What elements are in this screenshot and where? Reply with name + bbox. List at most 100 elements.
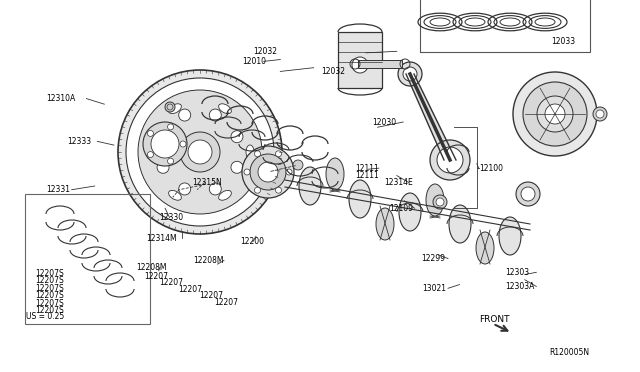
Text: 12207S: 12207S (35, 299, 64, 308)
Circle shape (398, 62, 422, 86)
Bar (25, 194, 150, 324)
Text: 12207: 12207 (159, 278, 183, 287)
Text: 12207: 12207 (178, 285, 202, 294)
Text: 12207S: 12207S (35, 306, 64, 315)
Circle shape (523, 82, 587, 146)
Circle shape (180, 132, 220, 172)
Circle shape (255, 151, 260, 157)
Circle shape (242, 146, 294, 198)
Text: 12207: 12207 (145, 272, 169, 280)
Ellipse shape (168, 190, 181, 200)
Text: 12315N: 12315N (192, 178, 221, 187)
Text: FRONT: FRONT (479, 315, 509, 324)
Text: US = 0.25: US = 0.25 (26, 312, 64, 321)
Circle shape (147, 131, 154, 137)
Text: 12111: 12111 (355, 164, 379, 173)
Circle shape (293, 160, 303, 170)
Circle shape (143, 122, 187, 166)
Circle shape (126, 78, 274, 226)
Circle shape (168, 124, 173, 130)
Circle shape (593, 107, 607, 121)
Text: 12111: 12111 (355, 171, 379, 180)
Ellipse shape (476, 232, 494, 264)
Text: 12032: 12032 (253, 47, 277, 56)
Circle shape (179, 109, 191, 121)
Circle shape (521, 187, 535, 201)
Text: 12314E: 12314E (384, 178, 413, 187)
Ellipse shape (499, 217, 521, 255)
Circle shape (545, 104, 565, 124)
Circle shape (244, 169, 250, 175)
Circle shape (352, 57, 368, 73)
Circle shape (180, 141, 186, 147)
Ellipse shape (399, 193, 421, 231)
Text: 12207: 12207 (200, 291, 224, 300)
Ellipse shape (376, 208, 394, 240)
Circle shape (168, 158, 173, 164)
Circle shape (151, 130, 179, 158)
Circle shape (255, 187, 260, 193)
Ellipse shape (168, 104, 181, 113)
Ellipse shape (219, 104, 232, 113)
Text: 12100: 12100 (479, 164, 502, 173)
Bar (358, 60, 402, 68)
Circle shape (537, 96, 573, 132)
Circle shape (516, 182, 540, 206)
Circle shape (258, 162, 278, 182)
Circle shape (430, 140, 470, 180)
Circle shape (209, 109, 221, 121)
Text: 12032: 12032 (321, 67, 345, 76)
Ellipse shape (299, 167, 321, 205)
Polygon shape (406, 74, 456, 160)
Text: 12109: 12109 (389, 204, 413, 213)
Circle shape (596, 110, 604, 118)
Text: 12310A: 12310A (46, 94, 76, 103)
Circle shape (157, 161, 169, 173)
Ellipse shape (326, 158, 344, 190)
Text: 12303A: 12303A (506, 282, 535, 291)
Text: 12208M: 12208M (136, 263, 167, 272)
Circle shape (231, 161, 243, 173)
Text: 12333: 12333 (67, 137, 92, 146)
Circle shape (118, 70, 282, 234)
Text: 12207S: 12207S (35, 284, 64, 293)
Text: R120005N: R120005N (549, 348, 589, 357)
Circle shape (231, 131, 243, 143)
Circle shape (157, 131, 169, 143)
Circle shape (403, 67, 417, 81)
Circle shape (513, 72, 597, 156)
Text: 12030: 12030 (372, 118, 397, 126)
Ellipse shape (146, 145, 154, 159)
Circle shape (188, 140, 212, 164)
Text: 12331: 12331 (46, 185, 70, 194)
Text: 12207S: 12207S (35, 291, 64, 300)
Circle shape (165, 102, 175, 112)
Text: 12207S: 12207S (35, 276, 64, 285)
Circle shape (433, 195, 447, 209)
Text: 12033: 12033 (552, 37, 576, 46)
Ellipse shape (246, 145, 254, 159)
Text: 12207: 12207 (214, 298, 238, 307)
Circle shape (436, 198, 444, 206)
Ellipse shape (426, 184, 444, 216)
Text: 12303: 12303 (506, 268, 530, 277)
Ellipse shape (349, 180, 371, 218)
Circle shape (147, 151, 154, 158)
Circle shape (179, 183, 191, 195)
Text: 12200: 12200 (240, 237, 264, 246)
Text: 12208M: 12208M (193, 256, 224, 265)
Bar (338, 32, 382, 88)
Bar (420, 0, 590, 52)
Ellipse shape (219, 190, 232, 200)
Circle shape (209, 183, 221, 195)
Text: 12207S: 12207S (35, 269, 64, 278)
Ellipse shape (449, 205, 471, 243)
Circle shape (437, 147, 463, 173)
Circle shape (275, 151, 282, 157)
Circle shape (286, 169, 292, 175)
Text: 12314M: 12314M (146, 234, 177, 243)
Text: 12330: 12330 (159, 213, 183, 222)
Circle shape (250, 154, 286, 190)
Text: 12010: 12010 (242, 57, 266, 66)
Text: 13021: 13021 (422, 284, 447, 293)
